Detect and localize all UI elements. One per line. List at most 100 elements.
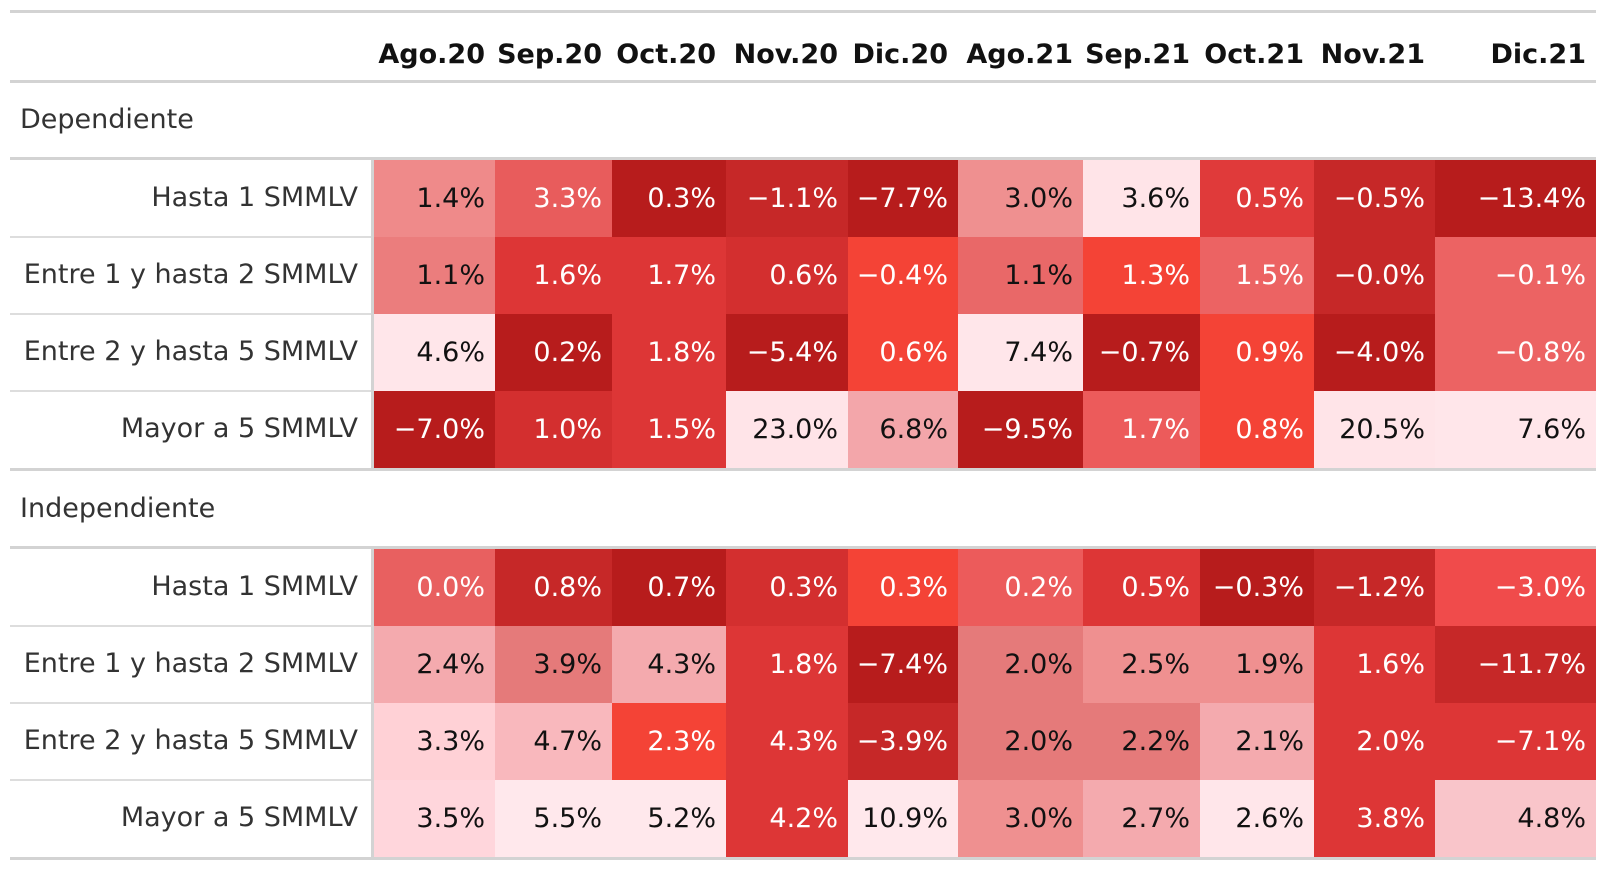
stub-divider	[371, 160, 374, 468]
heatmap-cell: 1.8%	[612, 314, 726, 391]
heatmap-cell: 1.5%	[612, 391, 726, 468]
column-header: Nov.20	[733, 39, 838, 70]
row-divider	[10, 625, 371, 627]
heatmap-cell: 1.4%	[372, 160, 495, 237]
heatmap-cell: 0.2%	[495, 314, 612, 391]
group-label: Independiente	[20, 493, 216, 524]
heatmap-cell: 7.6%	[1435, 391, 1596, 468]
heatmap-cell: 2.0%	[958, 703, 1083, 780]
column-header: Ago.21	[966, 39, 1073, 70]
heatmap-cell: −7.4%	[848, 626, 958, 703]
heatmap-cell: 6.8%	[848, 391, 958, 468]
heatmap-cell: −7.7%	[848, 160, 958, 237]
heatmap-cell: −0.7%	[1083, 314, 1200, 391]
heatmap-cell: 4.3%	[612, 626, 726, 703]
heatmap-cell: 0.7%	[612, 549, 726, 626]
heatmap-cell: 23.0%	[726, 391, 848, 468]
stub-divider	[371, 549, 374, 857]
heatmap-cell: 1.0%	[495, 391, 612, 468]
heatmap-cell: −7.1%	[1435, 703, 1596, 780]
heatmap-cell: 0.0%	[372, 549, 495, 626]
heatmap-cell: 2.2%	[1083, 703, 1200, 780]
heatmap-cell: 1.5%	[1200, 237, 1314, 314]
row-divider	[10, 702, 371, 704]
heatmap-cell: 3.5%	[372, 780, 495, 857]
heatmap-cell: 0.3%	[726, 549, 848, 626]
heatmap-cell: 1.1%	[958, 237, 1083, 314]
heatmap-cell: 3.3%	[495, 160, 612, 237]
heatmap-cell: 4.6%	[372, 314, 495, 391]
row-divider	[10, 390, 371, 392]
row-label: Mayor a 5 SMMLV	[120, 802, 358, 833]
row-label: Mayor a 5 SMMLV	[120, 413, 358, 444]
heatmap-cell: 20.5%	[1314, 391, 1435, 468]
group-end-rule	[10, 857, 1596, 860]
heatmap-cell: −0.3%	[1200, 549, 1314, 626]
column-header: Nov.21	[1320, 39, 1425, 70]
column-header: Dic.20	[852, 39, 948, 70]
heatmap-cell: 2.3%	[612, 703, 726, 780]
heatmap-cell: −1.2%	[1314, 549, 1435, 626]
heatmap-cell: 3.6%	[1083, 160, 1200, 237]
heatmap-cell: 0.3%	[848, 549, 958, 626]
heatmap-cell: 0.8%	[1200, 391, 1314, 468]
heatmap-cell: 1.6%	[1314, 626, 1435, 703]
heatmap-cell: −7.0%	[372, 391, 495, 468]
row-label: Entre 1 y hasta 2 SMMLV	[23, 259, 358, 290]
header-rule	[10, 80, 1596, 83]
heatmap-cell: −11.7%	[1435, 626, 1596, 703]
heatmap-cell: 1.9%	[1200, 626, 1314, 703]
heatmap-cell: 0.5%	[1200, 160, 1314, 237]
heatmap-cell: −0.1%	[1435, 237, 1596, 314]
heatmap-cell: 0.6%	[726, 237, 848, 314]
heatmap-cell: 0.9%	[1200, 314, 1314, 391]
heatmap-cell: 3.3%	[372, 703, 495, 780]
heatmap-table: Ago.20 Sep.20 Oct.20 Nov.20 Dic.20 Ago.21 Sep.…	[10, 10, 1596, 882]
heatmap-cell: 0.2%	[958, 549, 1083, 626]
row-label: Entre 2 y hasta 5 SMMLV	[23, 725, 358, 756]
heatmap-cell: 5.5%	[495, 780, 612, 857]
heatmap-cell: −4.0%	[1314, 314, 1435, 391]
row-label: Entre 1 y hasta 2 SMMLV	[23, 648, 358, 679]
row-label: Hasta 1 SMMLV	[151, 571, 358, 602]
group-end-rule	[10, 468, 1596, 471]
group-rule	[10, 157, 1596, 160]
row-label: Hasta 1 SMMLV	[151, 182, 358, 213]
row-divider	[10, 236, 371, 238]
heatmap-cell: 2.7%	[1083, 780, 1200, 857]
column-header: Oct.21	[1204, 39, 1304, 70]
heatmap-cell: −0.8%	[1435, 314, 1596, 391]
heatmap-cell: 2.1%	[1200, 703, 1314, 780]
heatmap-cell: −1.1%	[726, 160, 848, 237]
group-rule	[10, 546, 1596, 549]
heatmap-cell: −0.4%	[848, 237, 958, 314]
column-header: Sep.20	[497, 39, 602, 70]
heatmap-cell: 2.5%	[1083, 626, 1200, 703]
heatmap-cell: 3.0%	[958, 160, 1083, 237]
heatmap-cell: 2.0%	[1314, 703, 1435, 780]
column-header: Dic.21	[1490, 39, 1586, 70]
column-header: Sep.21	[1085, 39, 1190, 70]
heatmap-cell: 1.3%	[1083, 237, 1200, 314]
heatmap-cell: −0.5%	[1314, 160, 1435, 237]
column-header: Oct.20	[616, 39, 716, 70]
row-divider	[10, 313, 371, 315]
heatmap-cell: 1.6%	[495, 237, 612, 314]
heatmap-cell: 7.4%	[958, 314, 1083, 391]
heatmap-cell: 3.8%	[1314, 780, 1435, 857]
heatmap-cell: 2.4%	[372, 626, 495, 703]
heatmap-cell: −5.4%	[726, 314, 848, 391]
heatmap-cell: 0.3%	[612, 160, 726, 237]
column-header: Ago.20	[378, 39, 485, 70]
heatmap-cell: 10.9%	[848, 780, 958, 857]
heatmap-cell: 4.8%	[1435, 780, 1596, 857]
heatmap-cell: 1.1%	[372, 237, 495, 314]
heatmap-cell: 4.3%	[726, 703, 848, 780]
heatmap-cell: 4.2%	[726, 780, 848, 857]
heatmap-cell: −3.9%	[848, 703, 958, 780]
heatmap-cell: 4.7%	[495, 703, 612, 780]
heatmap-cell: 3.9%	[495, 626, 612, 703]
group-label: Dependiente	[20, 104, 194, 135]
heatmap-cell: 0.6%	[848, 314, 958, 391]
heatmap-cell: 1.7%	[612, 237, 726, 314]
